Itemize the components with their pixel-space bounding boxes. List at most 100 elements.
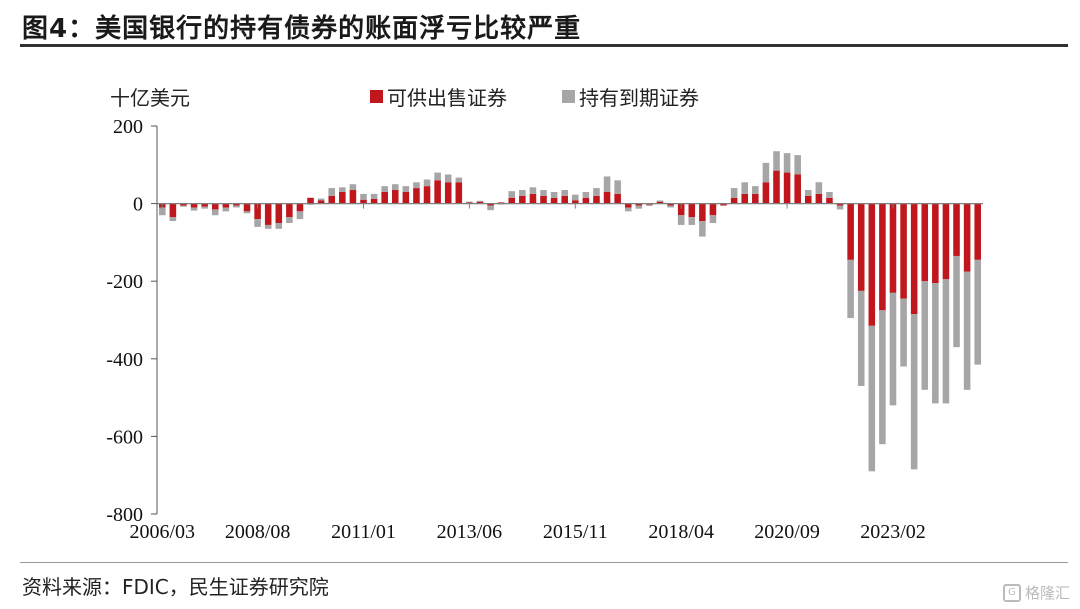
afs-bar [201,203,208,207]
afs-bar [391,190,399,204]
afs-bar [381,191,388,204]
htm-bar [699,221,706,237]
unit-label: 十亿美元 [110,86,190,110]
afs-bar [180,203,187,206]
htm-bar [444,174,452,183]
afs-bar [677,203,685,216]
afs-bar [561,195,568,204]
htm-bar [879,310,886,445]
htm-bar [519,190,526,196]
x-tick-label: 2006/03 [130,521,196,543]
x-tick-label: 2013/06 [437,521,503,543]
afs-bar [339,191,346,204]
htm-bar [900,298,907,367]
htm-bar [635,205,643,209]
legend-swatch-htm [562,90,575,103]
afs-bar [709,203,717,216]
htm-bar [741,182,749,194]
afs-bar [688,203,696,218]
afs-bar [349,190,357,204]
htm-bar [709,215,717,223]
afs-bar [741,193,749,204]
afs-bar [593,195,600,204]
source-note: 资料来源：FDIC，民生证券研究院 [22,575,329,599]
y-tick-label: -600 [106,426,143,448]
htm-bar [773,151,780,171]
afs-bar [699,203,706,222]
afs-bar [667,203,674,206]
afs-bar [275,203,283,223]
htm-bar [646,204,653,206]
afs-bar [762,182,770,204]
htm-bar [349,184,357,191]
htm-bar [233,205,240,208]
htm-bar [328,188,336,196]
afs-bar [932,203,939,284]
afs-bar [889,203,897,293]
htm-bar [180,205,187,207]
htm-bar [582,191,590,198]
htm-bar [932,283,939,404]
x-tick-label: 2023/02 [860,521,926,543]
figure-title: 图4：美国银行的持有债券的账面浮亏比较严重 [22,14,582,44]
afs-bar [286,203,293,218]
title-divider [20,44,1068,47]
legend-label-afs: 可供出售证券 [387,86,507,110]
htm-bar [752,186,759,194]
htm-bar [508,191,516,198]
y-tick-label: -400 [106,349,143,371]
htm-bar [730,188,738,198]
htm-bar [254,219,261,227]
afs-bar [879,203,886,311]
afs-bar [624,203,632,208]
htm-bar [624,207,632,212]
htm-bar [169,217,177,222]
y-tick-label: 0 [133,194,143,216]
htm-bar [550,191,558,198]
afs-bar [434,180,441,204]
afs-bar [656,201,664,204]
afs-bar [804,195,812,204]
afs-bar [317,200,325,204]
watermark: G 格隆汇 [1002,582,1070,603]
htm-bar [603,176,611,192]
afs-bar [296,203,304,212]
htm-bar [264,224,272,229]
legend-label-htm: 持有到期证券 [579,86,699,110]
htm-bar [529,187,537,194]
afs-bar [836,203,844,206]
afs-bar [614,193,621,204]
afs-bar [572,200,579,204]
afs-bar [730,197,738,204]
x-tick-label: 2008/08 [225,521,291,543]
afs-bar [264,203,272,225]
afs-bar [921,203,929,282]
htm-bar [836,205,844,210]
htm-bar [423,179,431,187]
htm-bar [963,271,971,390]
afs-bar [550,197,558,204]
htm-bar [201,206,208,209]
afs-bar [953,203,960,256]
htm-bar [487,205,494,211]
x-tick-label: 2018/04 [648,521,714,543]
afs-bar [402,191,410,204]
afs-bar [444,182,452,204]
afs-bar [423,186,431,204]
afs-bar [847,203,854,260]
afs-bar [487,203,494,206]
htm-bar [688,217,696,225]
legend-item-htm: 持有到期证券 [562,82,699,111]
htm-bar [868,325,876,472]
afs-bar [211,203,219,210]
htm-bar [211,209,219,216]
htm-bar [561,190,568,196]
afs-bar [603,191,611,204]
htm-bar [413,182,420,189]
legend-item-afs: 可供出售证券 [370,82,507,111]
afs-bar [508,197,516,204]
afs-bar [540,195,547,204]
htm-bar [540,190,547,196]
afs-bar [476,201,484,204]
